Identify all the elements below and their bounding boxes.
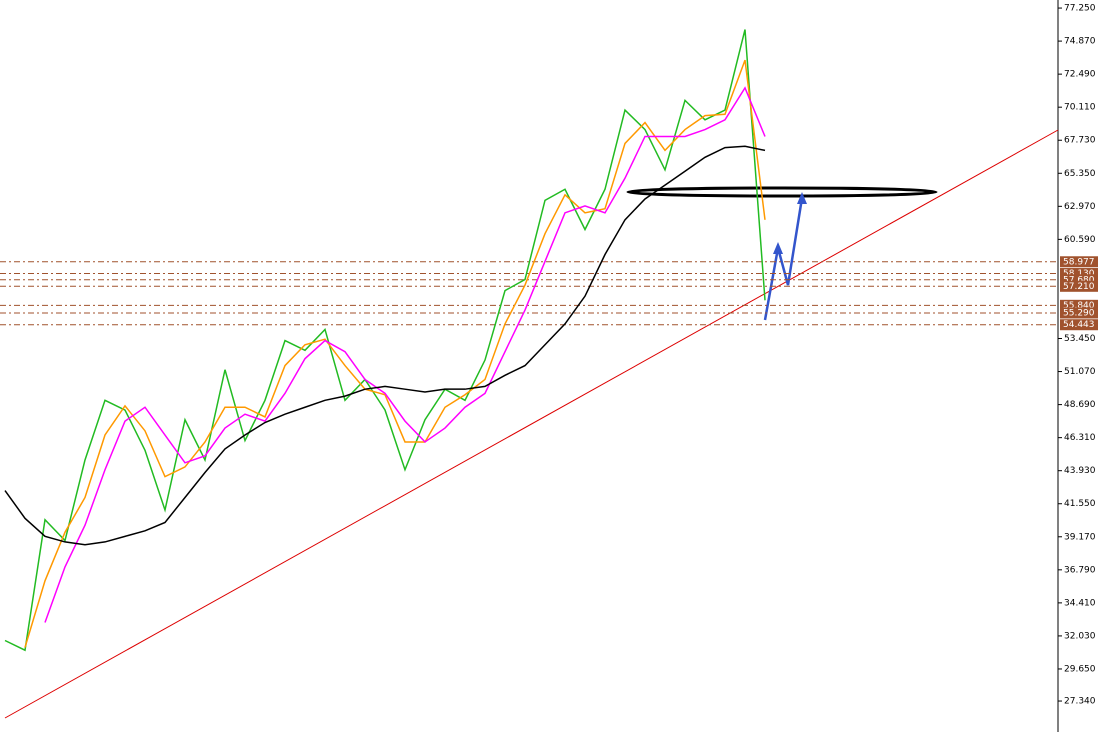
level-box [1060,268,1098,280]
y-tick-label: 32.030 [1064,631,1096,641]
y-tick-label: 53.450 [1064,334,1096,344]
level-label: 57.680 [1063,275,1095,285]
level-label: 54.443 [1063,320,1095,330]
level-label: 58.977 [1063,257,1095,267]
trend-line [4,129,1059,719]
y-tick-label: 46.310 [1064,433,1096,443]
y-tick-label: 36.790 [1064,565,1096,575]
y-tick-label: 48.690 [1064,400,1096,410]
y-tick-label: 51.070 [1064,367,1096,377]
level-box [1060,274,1098,286]
level-label: 57.210 [1063,282,1095,292]
y-tick-label: 72.490 [1064,70,1096,80]
level-label: 58.130 [1063,269,1095,279]
y-tick-label: 60.590 [1064,235,1096,245]
y-tick-label: 70.110 [1064,103,1096,113]
y-tick-label: 62.970 [1064,202,1096,212]
series-line [4,29,766,652]
y-tick-label: 27.340 [1064,697,1096,707]
level-box [1060,299,1098,311]
y-tick-label: 43.930 [1064,466,1096,476]
series-line [24,59,766,648]
level-box [1060,307,1098,319]
support-zone [626,186,938,198]
y-tick-label: 65.350 [1064,169,1096,179]
y-tick-label: 29.650 [1064,664,1096,674]
arrow-head [773,242,783,254]
projection-arrow [763,197,804,321]
series-line [4,145,766,546]
arrow-head [797,192,807,204]
series-line [44,86,766,623]
y-tick-label: 39.170 [1064,532,1096,542]
y-tick-label: 74.870 [1064,37,1096,47]
level-box [1060,280,1098,292]
y-tick-label: 77.250 [1064,4,1096,14]
level-box [1060,319,1098,331]
y-tick-label: 41.550 [1064,499,1096,509]
level-box [1060,256,1098,268]
y-tick-label: 34.410 [1064,598,1096,608]
y-tick-label: 67.730 [1064,136,1096,146]
level-label: 55.840 [1063,301,1095,311]
level-label: 55.290 [1063,308,1095,318]
